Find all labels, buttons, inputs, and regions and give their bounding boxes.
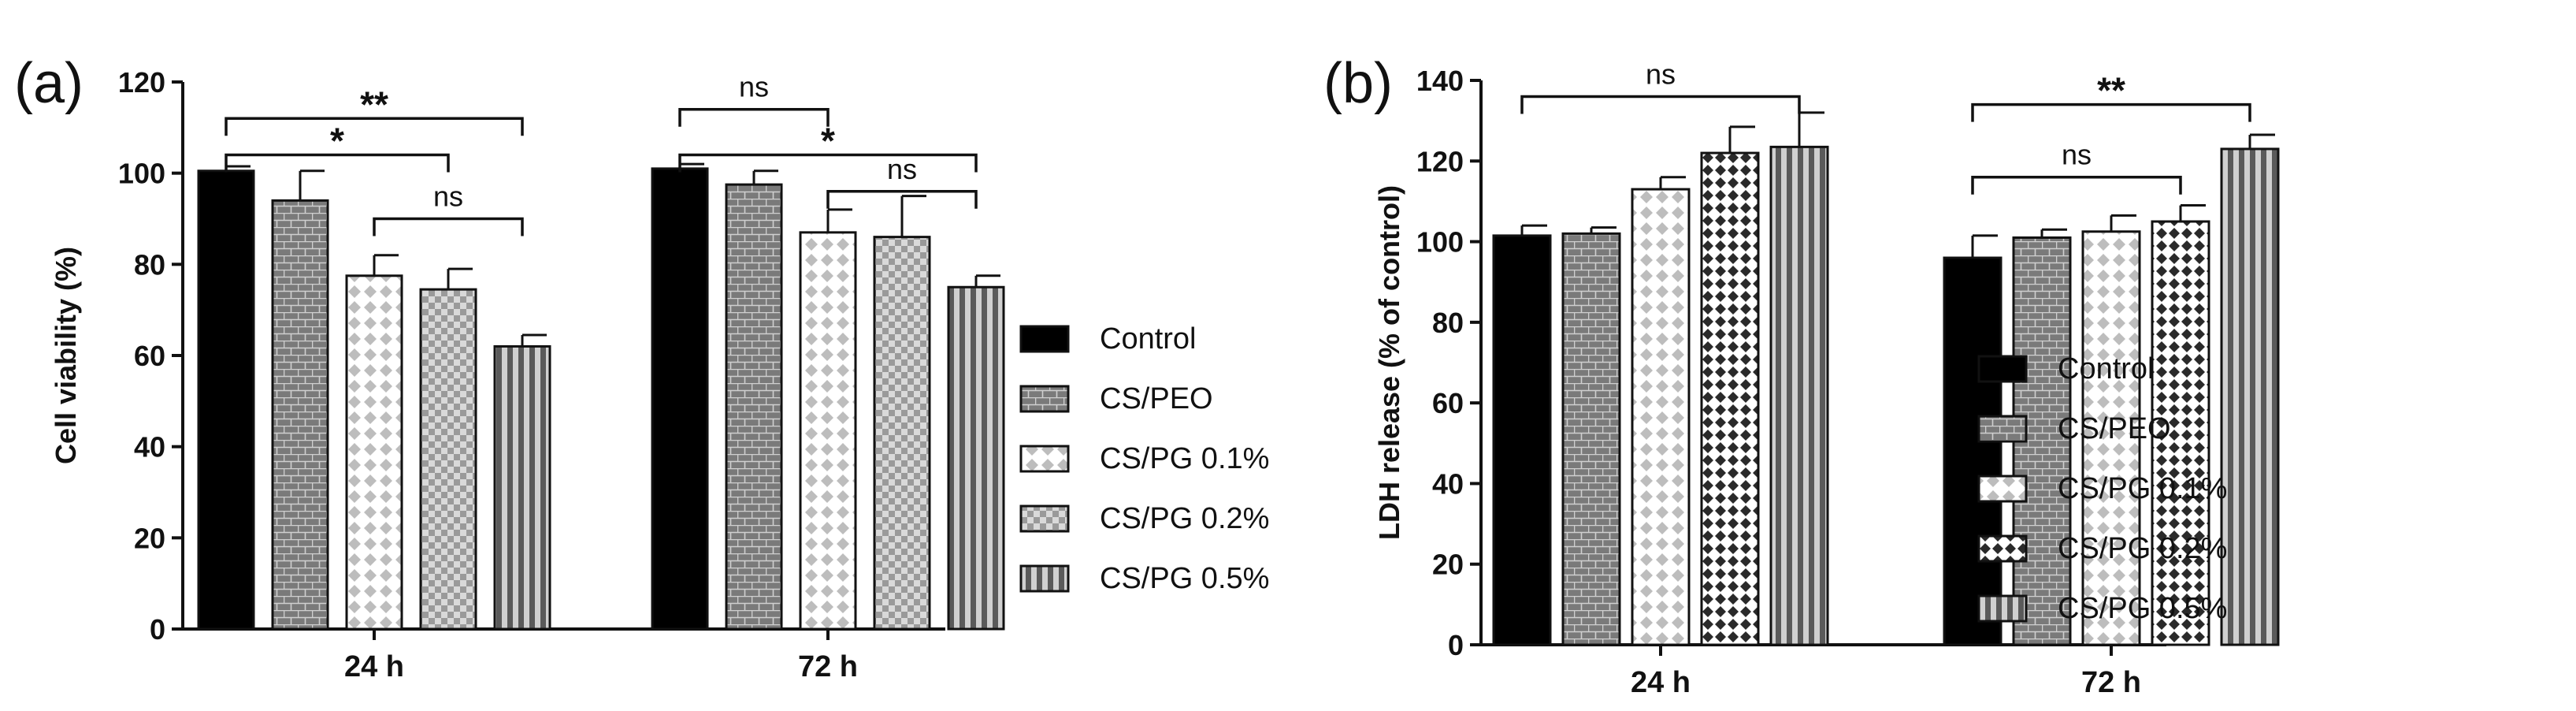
bar-cs-pg-0-5--1 [947,285,1005,631]
bar-control-0 [1492,234,1552,646]
x-category-label: 72 h [798,650,858,683]
significance-bracket [373,217,524,236]
bar-control-1 [1943,256,2003,646]
significance-label: ns [887,153,917,185]
legend-item-label: CS/PG 0.5% [1100,562,1269,595]
legend-swatch [1977,355,2028,383]
significance-label: * [330,121,344,162]
legend-swatch [1019,325,1070,353]
significance-label: ns [433,181,463,213]
legend-item-label: CS/PG 0.2% [2058,532,2227,565]
y-tick-label: 60 [134,340,165,372]
bar-cs-pg-0-1--1 [799,231,857,631]
y-tick-label: 100 [1416,226,1464,259]
legend-swatch [1019,504,1070,533]
y-axis-title: Cell viability (%) [50,247,82,464]
legend-item-label: CS/PG 0.2% [1100,502,1269,535]
legend-swatch [1977,594,2028,623]
y-tick-label: 80 [134,248,165,281]
legend-swatch [1019,564,1070,593]
y-tick-label: 40 [1432,467,1464,500]
bar-cs-pg-0-1--1 [2081,230,2141,646]
bar-cs-pg-0-2--1 [873,236,931,631]
y-tick-label: 0 [150,613,165,646]
legend-swatch [1977,415,2028,443]
bar-cs-pg-0-5--1 [2220,147,2280,646]
bar-cs-pg-0-2--0 [1700,151,1760,646]
y-tick-label: 20 [1432,549,1464,581]
bar-cs-pg-0-1--0 [345,274,403,631]
significance-label: ns [739,71,769,103]
legend-swatch [1019,385,1070,413]
y-tick-label: 60 [1432,387,1464,419]
legend-item-label: CS/PG 0.1% [2058,472,2227,505]
significance-bracket [225,117,524,136]
y-tick-label: 100 [118,158,165,190]
significance-bracket [1520,95,1801,114]
bar-cs-pg-0-5--0 [493,344,551,631]
x-category-label: 72 h [2081,666,2141,699]
bar-control-1 [651,167,709,631]
bar-cs-peo-0 [271,199,329,631]
panel-a-chart: (a) 0 20 40 60 80 100 120 Cell viability (%) 24 h… [14,52,1005,683]
legend-swatch [1977,534,2028,563]
panel-label: (a) [14,52,84,115]
significance-bracket [678,107,830,127]
significance-bracket [225,153,450,173]
y-tick-label: 140 [1416,65,1464,97]
significance-label: ns [1646,58,1676,90]
significance-bracket [1971,102,2251,122]
legend-item-label: CS/PEO [1100,382,1213,415]
y-tick-label: 0 [1448,629,1464,661]
legend-item-label: Control [1100,322,1197,356]
bar-cs-peo-1 [725,183,783,631]
significance-label: ns [2062,139,2092,171]
panel-a-legend: Control CS/PEO CS/PG 0.1% CS/PG 0.2% CS/PG 0… [1019,322,1269,595]
bar-cs-pg-0-1--0 [1631,188,1691,646]
bar-cs-peo-0 [1561,232,1621,646]
significance-label: ** [2097,70,2125,111]
bar-cs-pg-0-2--0 [419,288,477,631]
y-tick-label: 80 [1432,307,1464,339]
legend-item-label: CS/PG 0.5% [2058,592,2227,625]
bar-control-0 [197,169,255,631]
legend-swatch [1019,445,1070,473]
significance-bracket [1971,175,2182,195]
x-category-label: 24 h [344,650,404,683]
significance-bracket [678,153,978,173]
significance-label: ** [360,84,388,125]
bar-cs-pg-0-5--0 [1769,145,1829,646]
panel-label: (b) [1323,52,1393,115]
y-tick-label: 120 [118,66,165,99]
legend-item-label: CS/PG 0.1% [1100,442,1269,475]
bar-cs-pg-0-2--1 [2151,220,2210,646]
y-axis-title: LDH release (% of control) [1373,185,1405,540]
legend-item-label: Control [2058,352,2155,385]
y-tick-label: 120 [1416,145,1464,177]
panel-b-legend: Control CS/PEO CS/PG 0.1% CS/PG 0.2% CS/PG 0… [1977,352,2227,625]
y-tick-label: 20 [134,522,165,554]
significance-bracket [826,190,978,209]
x-category-label: 24 h [1631,666,1691,699]
y-tick-label: 40 [134,431,165,463]
significance-label: * [821,121,835,162]
legend-item-label: CS/PEO [2058,412,2171,445]
legend-swatch [1977,475,2028,503]
panel-b-chart: (b) 0 20 40 60 80 100 120 140 LDH release (% of c… [1323,52,2280,699]
